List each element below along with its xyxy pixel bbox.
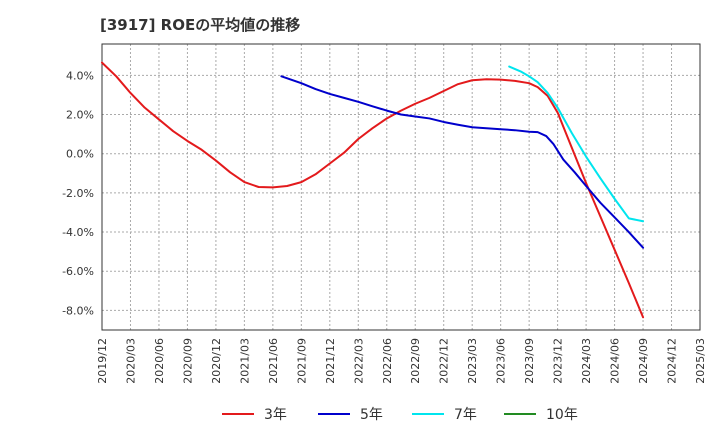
x-tick-label: 2020/06 [153,338,166,384]
legend-label: 3年 [264,407,287,423]
x-tick-label: 2023/06 [495,338,508,384]
chart-title: [3917] ROEの平均値の推移 [100,16,301,34]
x-tick-label: 2021/12 [324,338,337,384]
series-line [101,61,645,319]
axis-layer: 4.0% 2.0% 0.0% -2.0% -4.0% -6.0% -8.0% 2019/12 2… [62,43,707,384]
legend-label: 5年 [360,407,383,423]
y-tick-label: 2.0% [66,109,94,122]
x-tick-label: 2024/12 [666,338,679,384]
x-tick-label: 2025/03 [694,338,707,384]
x-tick-label: 2019/12 [96,338,109,384]
legend-item: 10年 [504,407,578,423]
series-layer [101,61,645,319]
x-tick-label: 2023/03 [466,338,479,384]
x-tick-label: 2020/12 [210,338,223,384]
legend: 3年 5年 7年 10年 [222,407,578,423]
legend-label: 7年 [454,407,477,423]
legend-item: 7年 [412,407,477,423]
x-tick-label: 2022/06 [381,338,394,384]
y-tick-label: -6.0% [62,265,94,278]
series-line [508,65,645,223]
y-tick-label: -8.0% [62,304,94,317]
y-tick-label: 4.0% [66,69,94,82]
x-tick-label: 2024/03 [580,338,593,384]
x-tick-label: 2021/03 [238,338,251,384]
legend-item: 3年 [222,407,287,423]
x-tick-label: 2022/03 [352,338,365,384]
x-tick-label: 2020/03 [124,338,137,384]
x-tick-label: 2022/09 [409,338,422,384]
grid-layer [101,44,701,330]
legend-item: 5年 [318,407,383,423]
x-tick-label: 2023/12 [552,338,565,384]
x-tick-label: 2023/09 [523,338,536,384]
legend-label: 10年 [546,407,578,423]
y-tick-label: -4.0% [62,226,94,239]
x-tick-label: 2020/09 [181,338,194,384]
x-tick-label: 2022/12 [438,338,451,384]
x-tick-label: 2021/09 [295,338,308,384]
x-tick-label: 2024/06 [609,338,622,384]
y-tick-label: 0.0% [66,148,94,161]
y-tick-label: -2.0% [62,187,94,200]
x-tick-label: 2021/06 [267,338,280,384]
plot-frame [101,43,701,331]
series-line [280,75,645,249]
x-tick-label: 2024/09 [637,338,650,384]
